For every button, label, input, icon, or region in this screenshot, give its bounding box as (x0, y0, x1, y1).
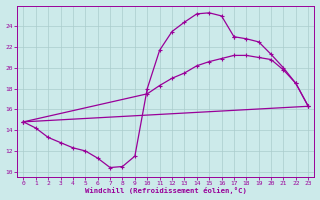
X-axis label: Windchill (Refroidissement éolien,°C): Windchill (Refroidissement éolien,°C) (85, 187, 247, 194)
